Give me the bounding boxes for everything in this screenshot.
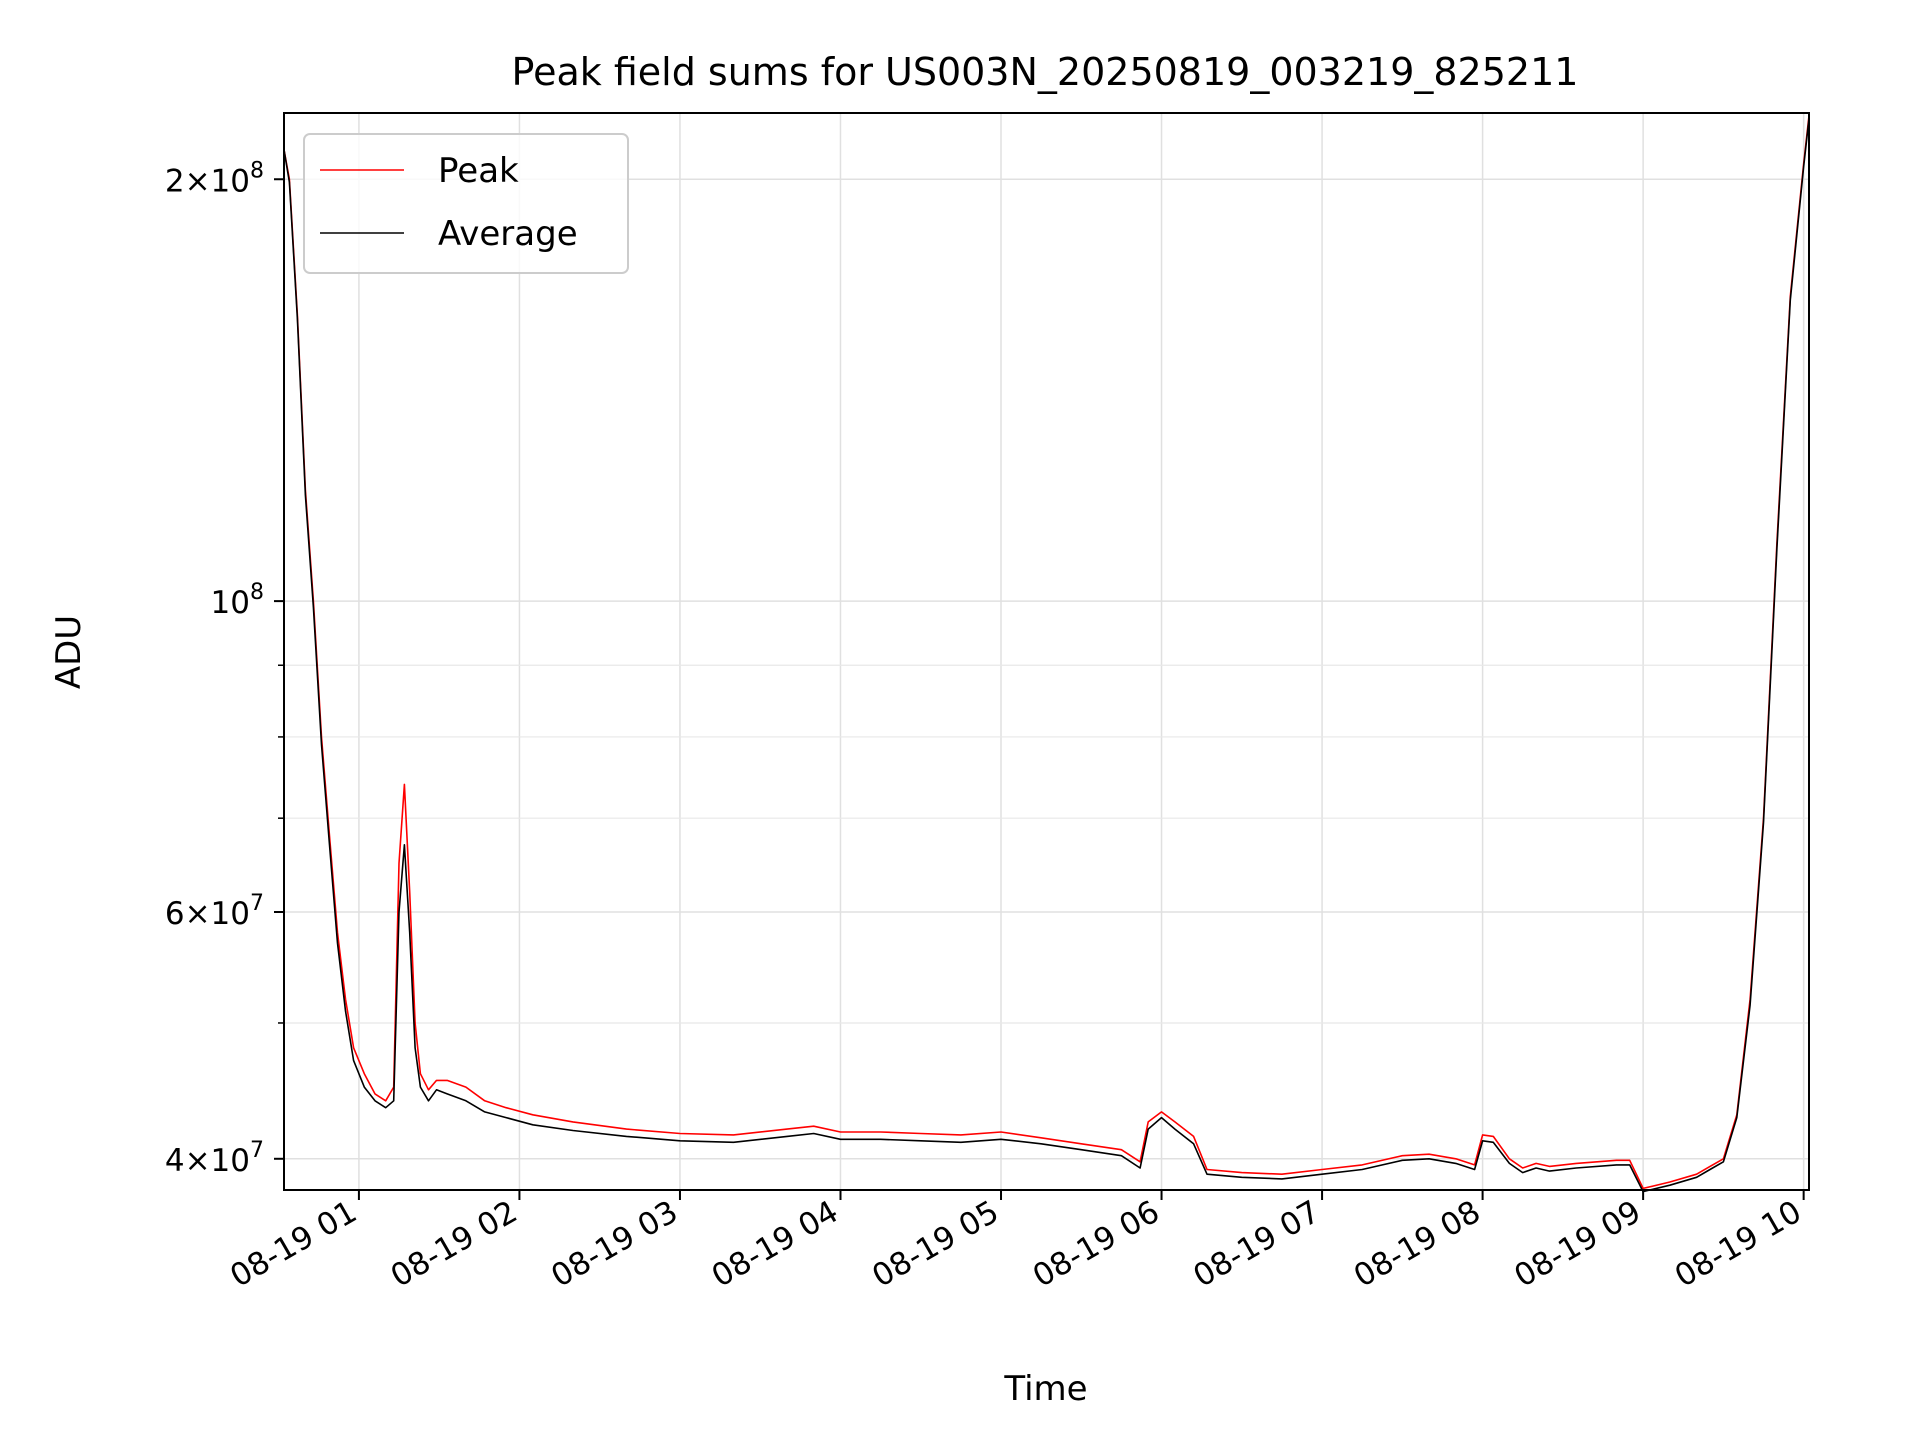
series-line-average [283, 118, 1810, 1193]
x-axis-label: Time [1003, 1369, 1087, 1409]
legend-label-average: Average [438, 214, 578, 254]
y-axis-label: ADU [49, 615, 89, 689]
chart-title: Peak field sums for US003N_20250819_0032… [512, 50, 1579, 94]
y-axis-ticks: 4×107 6×107 108 2×108 [165, 158, 284, 1179]
y-tick-label: 4×107 [165, 1138, 264, 1179]
y-tick-label: 6×107 [165, 891, 264, 932]
grid-lines [284, 113, 1809, 1190]
legend: Peak Average [303, 133, 629, 274]
legend-label-peak: Peak [438, 151, 519, 191]
y-tick-label: 2×108 [165, 158, 264, 199]
series-line-peak [283, 115, 1810, 1190]
plot-area-frame [283, 112, 1810, 1191]
legend-box [303, 133, 629, 274]
y-tick-label: 108 [211, 580, 264, 621]
series-lines [283, 115, 1810, 1193]
